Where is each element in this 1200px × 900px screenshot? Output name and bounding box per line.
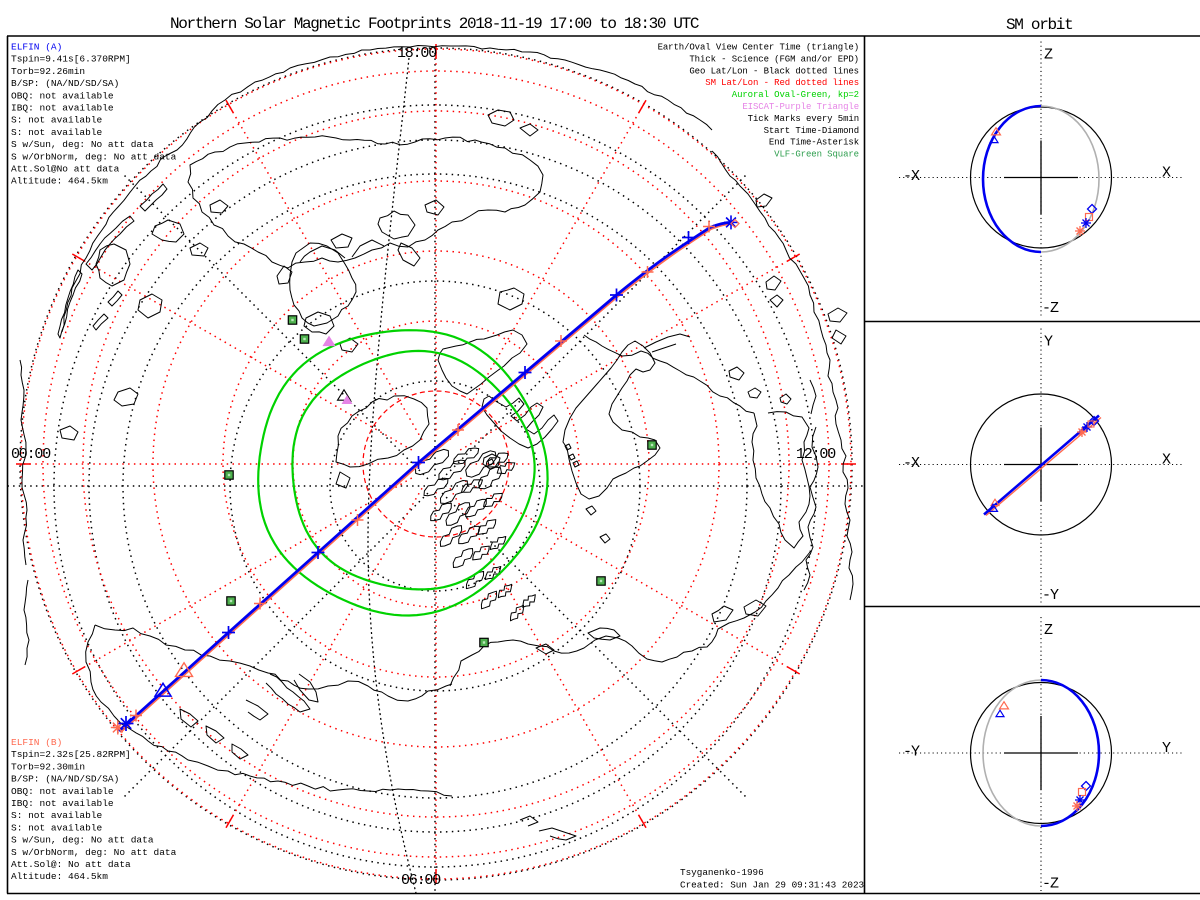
svg-text:IBQ: not available: IBQ: not available [11, 798, 114, 809]
svg-text:00:00: 00:00 [11, 446, 51, 463]
svg-text:Auroral Oval-Green, kp=2: Auroral Oval-Green, kp=2 [732, 90, 859, 100]
svg-text:Altitude: 464.5km: Altitude: 464.5km [11, 871, 108, 882]
svg-text:X: X [1162, 165, 1171, 182]
svg-text:Att.Sol@: No att data: Att.Sol@: No att data [11, 859, 131, 870]
svg-text:Tsyganenko-1996: Tsyganenko-1996 [680, 867, 764, 878]
svg-text:Tspin=2.32s[25.82RPM]: Tspin=2.32s[25.82RPM] [11, 749, 131, 760]
svg-text:Z: Z [1044, 622, 1053, 639]
svg-text:S w/Sun, deg: No att data: S w/Sun, deg: No att data [11, 139, 154, 150]
svg-text:S w/Sun, deg: No att data: S w/Sun, deg: No att data [11, 835, 154, 846]
svg-text:-Y: -Y [903, 744, 920, 761]
svg-text:SM Lat/Lon - Red dotted lines: SM Lat/Lon - Red dotted lines [705, 78, 859, 88]
svg-text:B/SP: (NA/ND/SD/SA): B/SP: (NA/ND/SD/SA) [11, 774, 119, 785]
svg-text:ELFIN (A): ELFIN (A) [11, 42, 62, 53]
svg-text:Att.Sol@No att data: Att.Sol@No att data [11, 164, 120, 175]
svg-text:EISCAT-Purple Triangle: EISCAT-Purple Triangle [742, 102, 859, 112]
svg-text:Torb=92.30min: Torb=92.30min [11, 761, 85, 772]
svg-text:-X: -X [903, 455, 920, 472]
svg-text:Thick - Science (FGM and/or EP: Thick - Science (FGM and/or EPD) [689, 54, 859, 64]
svg-text:S: not available: S: not available [11, 115, 103, 126]
svg-text:-X: -X [903, 168, 920, 185]
svg-text:VLF-Green Square: VLF-Green Square [774, 150, 859, 160]
svg-text:-Y: -Y [1042, 587, 1059, 604]
svg-text:Created: Sun Jan 29 09:31:43 2: Created: Sun Jan 29 09:31:43 2023 [680, 880, 864, 891]
svg-text:SM orbit: SM orbit [1006, 16, 1072, 34]
svg-text:Y: Y [1162, 740, 1171, 757]
svg-text:B/SP: (NA/ND/SD/SA): B/SP: (NA/ND/SD/SA) [11, 78, 119, 89]
svg-text:18:00: 18:00 [397, 45, 437, 62]
svg-text:ELFIN (B): ELFIN (B) [11, 737, 62, 748]
svg-text:06:00: 06:00 [401, 872, 441, 889]
svg-text:S w/OrbNorm, deg: No att data: S w/OrbNorm, deg: No att data [11, 847, 177, 858]
svg-text:IBQ: not available: IBQ: not available [11, 103, 114, 114]
svg-text:Tick Marks every 5min: Tick Marks every 5min [748, 114, 859, 124]
svg-text:Torb=92.26min: Torb=92.26min [11, 66, 85, 77]
svg-text:Geo Lat/Lon - Black dotted lin: Geo Lat/Lon - Black dotted lines [689, 66, 859, 76]
svg-text:S: not available: S: not available [11, 822, 103, 833]
svg-text:OBQ: not available: OBQ: not available [11, 90, 114, 101]
svg-text:Start Time-Diamond: Start Time-Diamond [764, 126, 859, 136]
svg-text:S: not available: S: not available [11, 127, 103, 138]
svg-text:Tspin=9.41s[6.370RPM]: Tspin=9.41s[6.370RPM] [11, 54, 131, 65]
svg-text:Y: Y [1044, 334, 1053, 351]
svg-text:Z: Z [1044, 47, 1053, 64]
svg-text:-Z: -Z [1042, 876, 1059, 893]
svg-text:End Time-Asterisk: End Time-Asterisk [769, 138, 859, 148]
svg-text:S: not available: S: not available [11, 810, 103, 821]
svg-text:-Z: -Z [1042, 300, 1059, 317]
svg-text:Earth/Oval View Center Time (t: Earth/Oval View Center Time (triangle) [658, 43, 859, 53]
svg-text:OBQ: not available: OBQ: not available [11, 786, 114, 797]
svg-text:Altitude: 464.5km: Altitude: 464.5km [11, 176, 108, 187]
svg-text:X: X [1162, 452, 1171, 469]
svg-text:Northern Solar Magnetic Footpr: Northern Solar Magnetic Footprints 2018-… [170, 15, 699, 33]
svg-text:12:00: 12:00 [796, 446, 836, 463]
svg-text:S w/OrbNorm, deg: No att data: S w/OrbNorm, deg: No att data [11, 151, 177, 162]
